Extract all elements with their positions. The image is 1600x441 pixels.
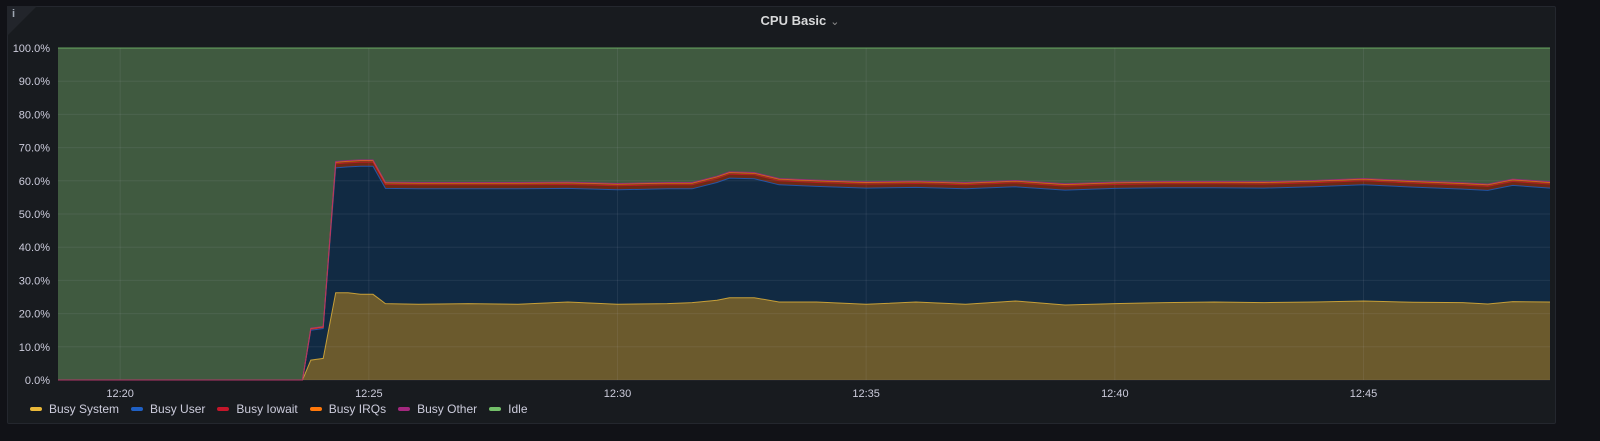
x-tick-label: 12:45 [1350, 388, 1378, 400]
area-busy-iowait [58, 162, 1550, 380]
legend-swatch [131, 407, 144, 411]
y-tick-label: 100.0% [13, 43, 51, 55]
area-idle [58, 48, 1550, 380]
y-tick-label: 90.0% [19, 76, 50, 88]
legend-swatch [398, 407, 411, 411]
legend-label: Busy IRQs [328, 402, 387, 416]
legend: Busy System Busy User Busy Iowait Busy IRQs… [30, 402, 528, 416]
line-busy-system [58, 292, 1551, 381]
legend-label: Busy System [49, 402, 120, 416]
legend-item-busy-system[interactable]: Busy System [30, 402, 119, 416]
legend-label: Idle [508, 402, 528, 416]
line-busy-other [58, 159, 1551, 381]
x-tick-label: 12:40 [1101, 388, 1129, 400]
y-tick-label: 10.0% [19, 342, 50, 354]
area-busy-system [58, 292, 1550, 380]
y-tick-label: 20.0% [19, 309, 50, 321]
legend-label: Busy Iowait [236, 402, 298, 416]
panel-title-text: CPU Basic [760, 13, 827, 28]
legend-swatch [489, 407, 502, 411]
legend-label: Busy Other [417, 402, 478, 416]
y-tick-label: 30.0% [19, 275, 50, 287]
chevron-down-icon[interactable]: ⌄ [830, 16, 840, 28]
legend-item-busy-other[interactable]: Busy Other [398, 402, 477, 416]
line-busy-user [58, 165, 1551, 381]
y-tick-label: 80.0% [19, 109, 50, 121]
y-tick-label: 60.0% [19, 176, 50, 188]
y-tick-label: 40.0% [19, 242, 50, 254]
y-tick-label: 0.0% [25, 375, 50, 387]
legend-swatch [309, 407, 322, 411]
legend-swatch [30, 407, 42, 411]
panel-info-corner[interactable] [7, 6, 37, 36]
area-busy-user [58, 166, 1550, 380]
info-icon[interactable]: i [12, 8, 16, 20]
panel-title[interactable]: CPU Basic ⌄ [0, 13, 1600, 28]
legend-swatch [217, 407, 230, 411]
legend-label: Busy User [150, 402, 206, 416]
line-busy-iowait [58, 161, 1551, 381]
legend-item-busy-user[interactable]: Busy User [131, 402, 205, 416]
legend-item-idle[interactable]: Idle [489, 402, 528, 416]
y-tick-label: 70.0% [19, 143, 50, 155]
x-tick-label: 12:25 [355, 388, 383, 400]
y-tick-label: 50.0% [19, 209, 50, 221]
x-tick-label: 12:20 [106, 388, 134, 400]
x-tick-label: 12:30 [604, 388, 632, 400]
legend-item-busy-irqs[interactable]: Busy IRQs [309, 402, 387, 416]
line-busy-irqs [58, 160, 1551, 381]
x-tick-label: 12:35 [852, 388, 880, 400]
legend-item-busy-iowait[interactable]: Busy Iowait [217, 402, 298, 416]
